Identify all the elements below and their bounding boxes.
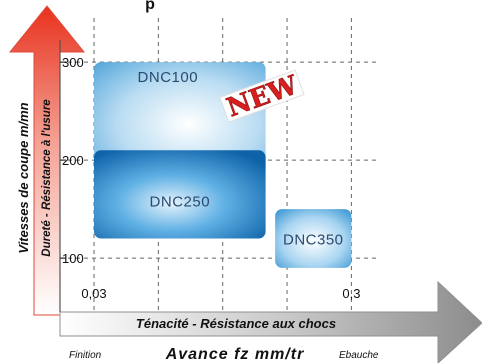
grade-region-dnc100	[94, 62, 266, 175]
grade-region-dnc250	[94, 150, 266, 239]
x-axis-arrow	[59, 280, 482, 363]
grade-label-dnc250: DNC250	[150, 193, 211, 210]
y-tick-label: 300	[62, 55, 84, 70]
x-tick-label: 0,3	[342, 286, 360, 301]
chart-title-fragment: p	[145, 0, 155, 13]
x-axis-left-note: Finition	[69, 350, 102, 361]
grade-regions: DNC100 DNC250 DNC350	[94, 62, 352, 268]
grade-label-dnc350: DNC350	[283, 232, 344, 249]
y-tick-label: 200	[62, 153, 84, 168]
x-axis-sublabel: Ténacité - Résistance aux chocs	[136, 316, 336, 331]
y-axis-sublabel: Dureté - Résistance à l'usure	[41, 99, 53, 257]
x-axis-ticks: 0,03 0,3	[81, 286, 360, 301]
grade-label-dnc100: DNC100	[138, 69, 199, 86]
grade-region-dnc350	[275, 209, 352, 268]
y-axis-label: Vitesses de coupe m/mn	[16, 102, 31, 253]
y-axis-ticks: 300 200 100	[60, 55, 84, 266]
x-axis-label: Avance fz mm/tr	[165, 346, 305, 363]
x-axis-right-note: Ebauche	[339, 350, 379, 361]
x-tick-label: 0,03	[81, 286, 106, 301]
y-tick-label: 100	[62, 251, 84, 266]
